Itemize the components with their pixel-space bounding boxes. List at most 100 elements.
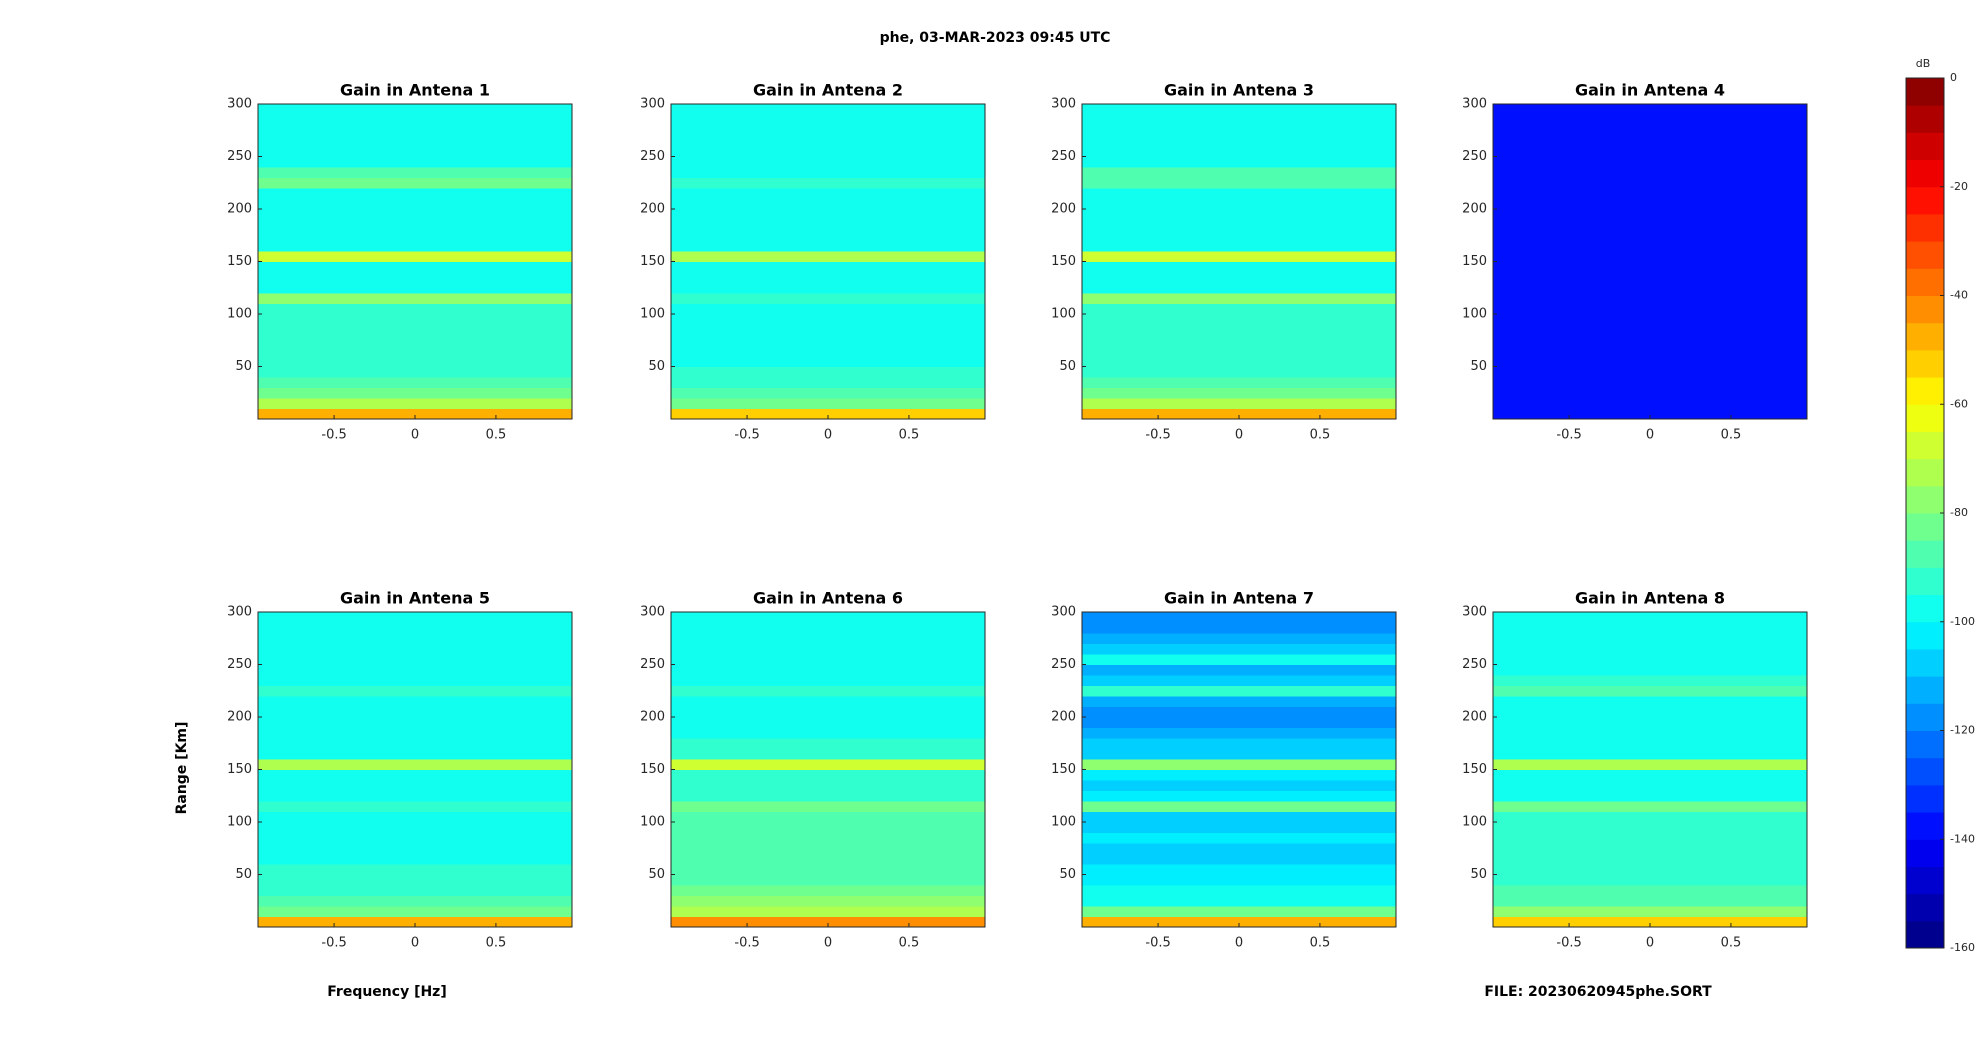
y-tick-label: 200 <box>227 710 252 725</box>
heatmap-cell <box>1082 324 1396 336</box>
heatmap-cell <box>258 293 572 304</box>
heatmap-cell <box>1493 916 1807 928</box>
heatmap-cell <box>258 261 572 273</box>
heatmap-cell <box>671 811 985 823</box>
colorbar-segment <box>1906 703 1944 731</box>
heatmap-cell <box>1493 864 1807 875</box>
heatmap-cell <box>1493 188 1807 199</box>
heatmap-cell <box>671 387 985 399</box>
y-tick-label: 50 <box>1470 359 1487 374</box>
heatmap-cell <box>671 832 985 844</box>
heatmap-cell <box>1493 843 1807 854</box>
heatmap-cell <box>258 366 572 378</box>
colorbar-segment <box>1906 676 1944 704</box>
heatmap-cell <box>1082 125 1396 136</box>
heatmap-cell <box>671 696 985 707</box>
heatmap-cell <box>258 387 572 399</box>
figure-title: phe, 03-MAR-2023 09:45 UTC <box>880 30 1111 46</box>
heatmap-cell <box>1082 398 1396 409</box>
y-tick-label: 300 <box>227 97 252 112</box>
heatmap-cell <box>1082 167 1396 178</box>
heatmap-cell <box>1082 643 1396 655</box>
y-tick-label: 150 <box>640 254 665 269</box>
heatmap-cell <box>1082 366 1396 378</box>
panel-title: Gain in Antena 6 <box>753 589 903 608</box>
heatmap-cell <box>671 706 985 718</box>
heatmap-cell <box>1082 188 1396 199</box>
heatmap-cell <box>671 801 985 812</box>
colorbar-tick-label: -60 <box>1950 397 1968 410</box>
colorbar-segment <box>1906 241 1944 269</box>
x-tick-label: 0.5 <box>1310 936 1331 951</box>
heatmap-cell <box>671 219 985 231</box>
heatmap-cell <box>258 664 572 676</box>
heatmap-cell <box>1493 759 1807 770</box>
heatmap-cell <box>671 398 985 409</box>
y-tick-label: 50 <box>1059 867 1076 882</box>
heatmap-cell <box>258 801 572 812</box>
heatmap-cell <box>671 261 985 273</box>
heatmap-cell <box>1082 853 1396 865</box>
y-tick-label: 300 <box>1051 97 1076 112</box>
heatmap-cell <box>258 314 572 325</box>
y-tick-label: 250 <box>1051 149 1076 164</box>
heatmap-cell <box>1082 314 1396 325</box>
heatmap-cell <box>258 822 572 833</box>
colorbar-segment <box>1906 812 1944 840</box>
heatmap-cell <box>258 769 572 781</box>
x-tick-label: 0 <box>1235 936 1243 951</box>
heatmap-cell <box>258 895 572 907</box>
y-tick-label: 300 <box>227 605 252 620</box>
heatmap-cell <box>1082 727 1396 739</box>
heatmap-cell <box>671 738 985 749</box>
x-tick-label: 0.5 <box>1721 936 1742 951</box>
heatmap-cell <box>671 345 985 357</box>
heatmap-cell <box>671 780 985 791</box>
heatmap-cell <box>1493 104 1807 115</box>
colorbar-tick-label: -80 <box>1950 506 1968 519</box>
heatmap-cell <box>258 916 572 928</box>
colorbar-tick-label: -140 <box>1950 832 1975 845</box>
colorbar-segment <box>1906 159 1944 188</box>
y-tick-label: 50 <box>1059 359 1076 374</box>
heatmap-cell <box>1082 822 1396 833</box>
heatmap-cell <box>671 314 985 325</box>
x-tick-label: -0.5 <box>1556 936 1581 951</box>
heatmap-cell <box>1082 335 1396 346</box>
heatmap-cell <box>258 853 572 865</box>
heatmap-cell <box>1493 146 1807 157</box>
heatmap-cell <box>671 408 985 420</box>
heatmap-cell <box>1493 780 1807 791</box>
heatmap-cell <box>671 853 985 865</box>
heatmap-cell <box>671 864 985 875</box>
heatmap-cell <box>1493 261 1807 273</box>
heatmap-cell <box>671 843 985 854</box>
heatmap-cell <box>671 240 985 252</box>
colorbar-tick-label: -160 <box>1950 941 1975 954</box>
heatmap-cell <box>1493 622 1807 634</box>
heatmap-cell <box>1493 398 1807 409</box>
heatmap-cell <box>671 167 985 178</box>
heatmap-cell <box>258 219 572 231</box>
heatmap-cell <box>258 156 572 168</box>
heatmap-cell <box>1082 633 1396 644</box>
heatmap-cell <box>1082 356 1396 367</box>
heatmap-cell <box>258 303 572 315</box>
y-axis-label: Range [Km] <box>174 722 190 815</box>
heatmap-cell <box>1082 612 1396 623</box>
y-tick-label: 150 <box>1051 762 1076 777</box>
y-tick-label: 100 <box>1462 307 1487 322</box>
heatmap-cell <box>671 198 985 210</box>
colorbar-segment <box>1906 132 1944 161</box>
x-tick-label: 0 <box>1646 936 1654 951</box>
heatmap-cell <box>1493 727 1807 739</box>
heatmap-cell <box>258 717 572 728</box>
y-tick-label: 300 <box>640 97 665 112</box>
heatmap-cell <box>1082 801 1396 812</box>
heatmap-cell <box>1082 622 1396 634</box>
heatmap-cell <box>671 895 985 907</box>
heatmap-cell <box>258 104 572 115</box>
heatmap-cell <box>258 125 572 136</box>
y-tick-label: 200 <box>640 710 665 725</box>
colorbar-segment <box>1906 186 1944 215</box>
